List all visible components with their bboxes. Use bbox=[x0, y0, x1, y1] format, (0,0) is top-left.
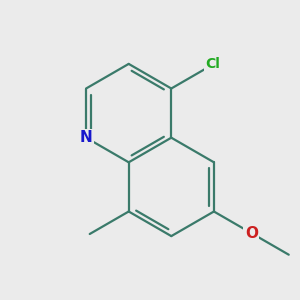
Text: N: N bbox=[80, 130, 92, 145]
Text: O: O bbox=[245, 226, 258, 241]
Text: Cl: Cl bbox=[206, 58, 220, 71]
